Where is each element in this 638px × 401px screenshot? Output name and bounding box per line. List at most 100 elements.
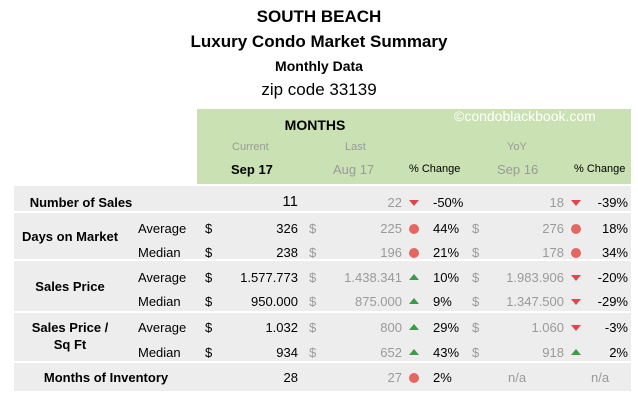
dollar-sign: $ <box>309 345 317 360</box>
last-value: 27 <box>387 370 402 385</box>
row-band-sqft <box>14 313 631 361</box>
last-change: -50% <box>433 195 464 210</box>
yoy-period: Sep 16 <box>497 162 539 177</box>
yoy-change: 34% <box>601 245 628 260</box>
current-value: 238 <box>276 245 298 260</box>
row-band-inventory <box>14 363 631 391</box>
last-value: 652 <box>380 345 402 360</box>
last-change: 2% <box>433 370 452 385</box>
yoy-value: 18 <box>549 195 564 210</box>
current-value: 11 <box>282 193 298 210</box>
last-value: 225 <box>380 221 402 236</box>
yoy-value: 1.983.906 <box>506 270 564 285</box>
dollar-sign: $ <box>472 221 480 236</box>
dollar-sign: $ <box>205 294 213 309</box>
last-change-header: % Change <box>409 163 461 175</box>
dollar-sign: $ <box>309 320 317 335</box>
dollar-sign: $ <box>309 294 317 309</box>
yoy-change: -39% <box>597 195 628 210</box>
last-up-arrow-icon <box>409 274 419 280</box>
header-band <box>197 109 631 184</box>
label-number-of-sales: Number of Sales <box>29 195 133 210</box>
dollar-sign: $ <box>309 270 317 285</box>
current-value: 934 <box>276 345 298 360</box>
row-band-price <box>14 261 631 311</box>
watermark: ©condoblackbook.com <box>454 108 596 124</box>
row-sub-label: Median <box>138 294 181 309</box>
yoy-value: 276 <box>542 221 564 236</box>
yoy-value: n/a <box>508 370 527 385</box>
last-value: 800 <box>380 320 402 335</box>
last-up-arrow-icon <box>409 324 419 330</box>
current-label: Current <box>232 141 269 153</box>
months-header: MONTHS <box>284 117 346 133</box>
dollar-sign: $ <box>472 320 480 335</box>
yoy-change: n/a <box>591 370 610 385</box>
dollar-sign: $ <box>205 320 213 335</box>
row-band-sales <box>14 186 631 211</box>
label-sales-price-sqft-line2: Sq Ft <box>53 337 87 352</box>
last-change: 29% <box>433 320 460 335</box>
last-up-arrow-icon <box>409 349 419 355</box>
label-months-of-inventory: Months of Inventory <box>43 370 169 385</box>
yoy-value: 178 <box>542 245 564 260</box>
yoy-value: 1.347.500 <box>506 294 564 309</box>
last-change: 43% <box>433 345 460 360</box>
report-title: SOUTH BEACH <box>256 7 382 26</box>
yoy-value: 1.060 <box>531 320 564 335</box>
dollar-sign: $ <box>472 345 480 360</box>
last-circle-icon <box>409 248 419 258</box>
yoy-value: 918 <box>542 345 564 360</box>
last-circle-icon <box>409 224 419 234</box>
current-value: 1.577.773 <box>240 270 298 285</box>
dollar-sign: $ <box>472 270 480 285</box>
label-sales-price: Sales Price <box>35 279 105 294</box>
yoy-change-header: % Change <box>574 163 626 175</box>
yoy-down-arrow-icon <box>571 275 581 281</box>
dollar-sign: $ <box>309 245 317 260</box>
last-circle-icon <box>409 373 419 383</box>
report-zip: zip code 33139 <box>261 80 377 99</box>
yoy-label: YoY <box>507 141 527 153</box>
yoy-change: -29% <box>597 294 628 309</box>
row-sub-label: Average <box>138 270 187 285</box>
yoy-down-arrow-icon <box>571 299 581 305</box>
dollar-sign: $ <box>472 245 480 260</box>
row-sub-label: Average <box>138 221 187 236</box>
label-days-on-market: Days on Market <box>21 229 119 244</box>
last-up-arrow-icon <box>409 298 419 304</box>
current-period: Sep 17 <box>231 162 273 177</box>
label-sales-price-sqft-line1: Sales Price / <box>31 320 109 335</box>
report-frequency: Monthly Data <box>275 58 363 74</box>
last-label: Last <box>345 141 366 153</box>
current-value: 950.000 <box>251 294 298 309</box>
last-value: 1.438.341 <box>344 270 402 285</box>
current-value: 28 <box>283 370 298 385</box>
last-down-arrow-icon <box>409 200 419 206</box>
dollar-sign: $ <box>309 221 317 236</box>
row-sub-label: Median <box>138 345 181 360</box>
report-subtitle: Luxury Condo Market Summary <box>190 32 448 51</box>
yoy-down-arrow-icon <box>571 325 581 331</box>
yoy-down-arrow-icon <box>571 200 581 206</box>
yoy-circle-icon <box>571 224 581 234</box>
row-sub-label: Median <box>138 245 181 260</box>
last-change: 44% <box>433 221 460 236</box>
dollar-sign: $ <box>205 345 213 360</box>
dollar-sign: $ <box>205 270 213 285</box>
current-value: 326 <box>276 221 298 236</box>
yoy-change: -3% <box>604 320 628 335</box>
row-sub-label: Average <box>138 320 187 335</box>
last-change: 9% <box>433 294 452 309</box>
yoy-change: 18% <box>601 221 628 236</box>
last-change: 21% <box>433 245 460 260</box>
last-period: Aug 17 <box>333 162 375 177</box>
last-value: 196 <box>380 245 402 260</box>
yoy-change: 2% <box>609 345 628 360</box>
last-change: 10% <box>433 270 460 285</box>
dollar-sign: $ <box>205 245 213 260</box>
dollar-sign: $ <box>205 221 213 236</box>
last-value: 22 <box>387 195 402 210</box>
yoy-change: -20% <box>597 270 628 285</box>
yoy-circle-icon <box>571 248 581 258</box>
